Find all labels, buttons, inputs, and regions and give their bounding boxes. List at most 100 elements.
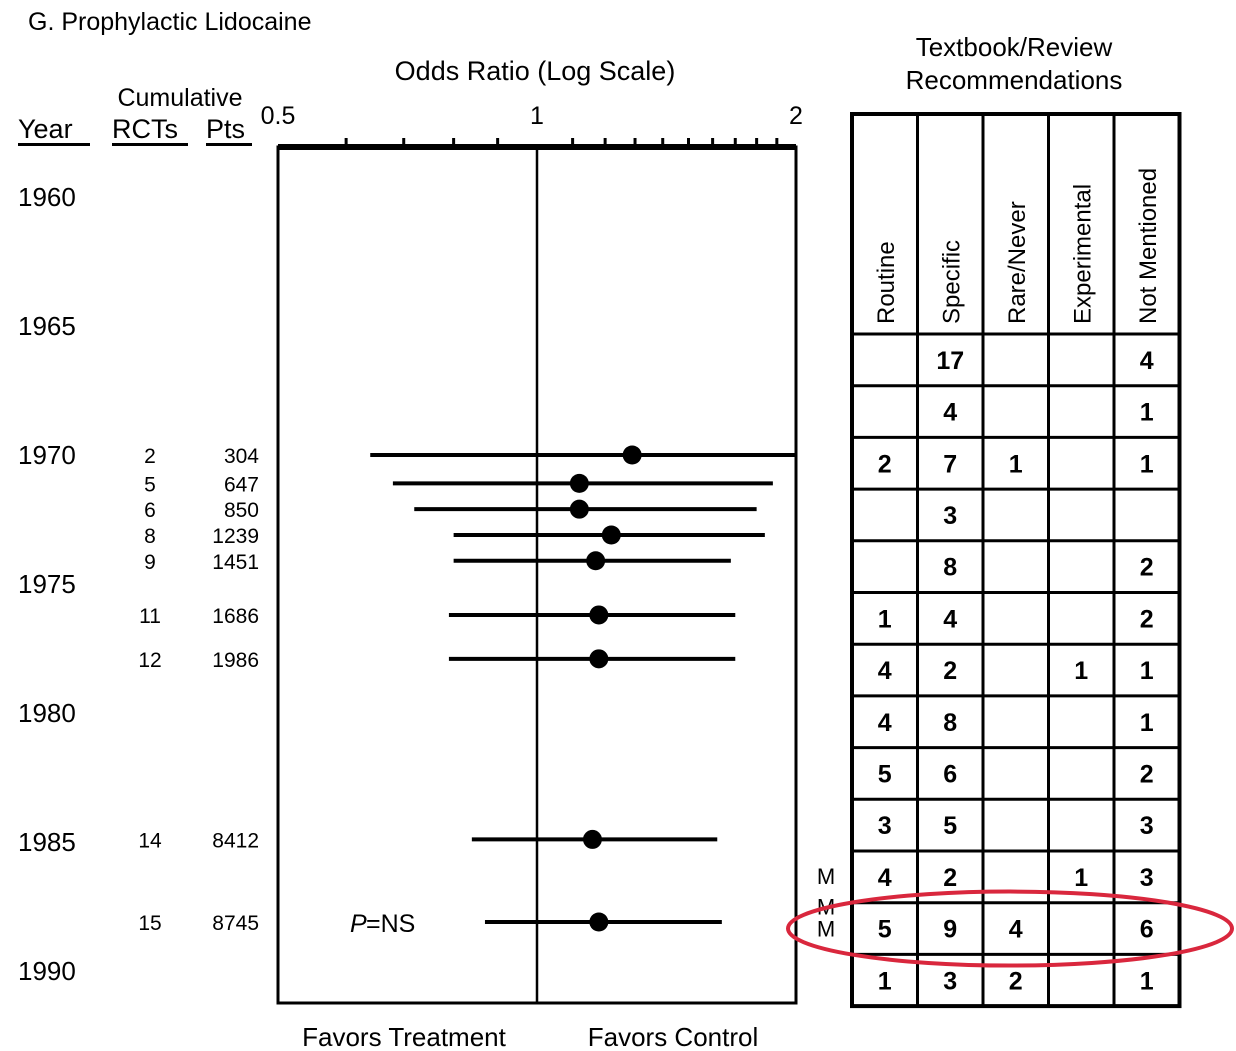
table-cell-value: 9 <box>943 916 957 944</box>
odds-ratio-point <box>569 473 589 493</box>
pts-value: 647 <box>224 473 259 496</box>
table-cell-value: 5 <box>943 812 957 840</box>
year-label: 1970 <box>18 440 76 470</box>
row-marker: M <box>817 917 835 942</box>
pts-value: 850 <box>224 499 259 522</box>
table-cell-value: 1 <box>1074 657 1088 685</box>
table-cell-value: 8 <box>943 709 957 737</box>
forest-row: 11 1686 <box>139 605 736 628</box>
forest-row: 9 1451 <box>144 551 731 574</box>
table-cell-value: 4 <box>878 864 892 892</box>
year-label: 1985 <box>18 827 76 857</box>
table-header: Rare/Never <box>1004 201 1031 324</box>
table-cell-value: 3 <box>943 967 957 995</box>
year-label: 1980 <box>18 698 76 728</box>
forest-row: 12 1986 <box>138 649 736 672</box>
rcts-value: 9 <box>144 551 156 574</box>
table-cell-value: 4 <box>1009 916 1023 944</box>
table-cell-value: 17 <box>936 347 964 375</box>
year-underline <box>18 143 90 146</box>
axis-title: Odds Ratio (Log Scale) <box>395 56 676 86</box>
table-cell-value: 3 <box>1140 812 1154 840</box>
year-label: 1965 <box>18 311 76 341</box>
table-cell-value: 6 <box>1140 916 1154 944</box>
table-header: Specific <box>938 240 965 324</box>
odds-ratio-point <box>586 551 606 571</box>
table-cell-value: 1 <box>1140 450 1154 478</box>
table-header: Routine <box>873 241 900 324</box>
rcts-header: RCTs <box>112 114 178 144</box>
pts-value: 1239 <box>212 525 259 548</box>
forest-row: 15 8745 <box>138 912 722 935</box>
table-cell-value: 5 <box>878 916 892 944</box>
table-cell-value: 6 <box>943 760 957 788</box>
table-cell-value: 1 <box>1140 967 1154 995</box>
pts-value: 304 <box>224 445 259 468</box>
table-cell-value: 4 <box>943 605 957 633</box>
forest-row: 2 304 <box>144 445 796 468</box>
table-cell-value: 2 <box>1140 554 1154 582</box>
rcts-value: 2 <box>144 445 156 468</box>
odds-ratio-point <box>589 912 609 932</box>
rcts-value: 12 <box>138 649 161 672</box>
table-cell-value: 1 <box>1140 709 1154 737</box>
year-labels: 1960 1965 1970 1975 1980 1985 1990 <box>18 182 76 986</box>
p-value: =NS <box>366 910 415 938</box>
rcts-value: 5 <box>144 473 156 496</box>
table-cell-value: 7 <box>943 450 957 478</box>
table-cell-value: 2 <box>943 864 957 892</box>
tick-labels: 0.5 1 2 <box>261 102 803 130</box>
table-cell-value: 2 <box>1009 967 1023 995</box>
recommendations-table: Routine Specific Rare/Never Experimental Not… <box>850 112 1182 1009</box>
forest-rows: 2 304 5 647 6 850 8 1239 9 1451 11 1686 12 1986 14 8412… <box>138 445 796 935</box>
odds-ratio-point <box>601 525 621 545</box>
rcts-value: 15 <box>138 912 161 935</box>
table-cell-value: 1 <box>1140 399 1154 427</box>
table-frame <box>850 112 1182 1009</box>
table-cell-value: 5 <box>878 760 892 788</box>
table-cell-value: 4 <box>878 709 892 737</box>
pts-value: 8745 <box>212 912 259 935</box>
tick-marks <box>344 138 779 147</box>
table-cell-value: 8 <box>943 554 957 582</box>
cumulative-header: Cumulative <box>117 84 242 112</box>
table-cell-value: 1 <box>1074 864 1088 892</box>
pts-value: 1986 <box>212 649 259 672</box>
row-markers: MMM <box>817 864 835 942</box>
table-cell-value: 3 <box>878 812 892 840</box>
table-title-line1: Textbook/Review <box>916 32 1113 62</box>
forest-row: 14 8412 <box>138 829 718 852</box>
pts-underline <box>206 143 252 146</box>
pts-header: Pts <box>206 114 245 144</box>
panel-title: G. Prophylactic Lidocaine <box>28 8 311 36</box>
table-cell-value: 2 <box>1140 760 1154 788</box>
rcts-underline <box>112 143 188 146</box>
table-cell-value: 1 <box>1009 450 1023 478</box>
favors-treatment-label: Favors Treatment <box>302 1022 507 1051</box>
pts-value: 8412 <box>212 829 259 852</box>
x-tick-label: 2 <box>789 102 803 130</box>
table-cell-value: 1 <box>878 967 892 995</box>
table-cell-value: 3 <box>1140 864 1154 892</box>
favors-control-label: Favors Control <box>588 1022 759 1051</box>
pts-value: 1451 <box>212 551 259 574</box>
x-tick-label: 1 <box>530 102 544 130</box>
rcts-value: 11 <box>139 605 161 628</box>
rcts-value: 14 <box>138 829 162 852</box>
forest-row: 5 647 <box>144 473 773 496</box>
highlight-ellipse <box>786 889 1234 968</box>
table-cell-value: 2 <box>1140 605 1154 633</box>
rcts-value: 8 <box>144 525 156 548</box>
forest-row: 6 850 <box>144 499 757 522</box>
rcts-value: 6 <box>144 499 156 522</box>
table-cell-value: 4 <box>1140 347 1154 375</box>
year-header: Year <box>18 114 73 144</box>
table-header: Experimental <box>1069 184 1096 324</box>
year-label: 1960 <box>18 182 76 212</box>
table-cell-value: 2 <box>943 657 957 685</box>
table-cell-value: 1 <box>1140 657 1154 685</box>
table-cell-value: 3 <box>943 502 957 530</box>
table-header: Not Mentioned <box>1135 168 1162 324</box>
table-cell-value: 2 <box>878 450 892 478</box>
